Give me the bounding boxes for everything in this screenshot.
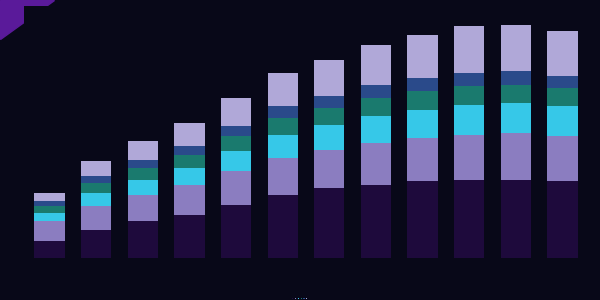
Bar (407, 78, 437, 91)
Bar (407, 181, 437, 258)
Bar (547, 31, 578, 76)
Bar (175, 123, 205, 146)
Polygon shape (0, 0, 54, 39)
Bar (221, 98, 251, 126)
Bar (221, 126, 251, 136)
Bar (500, 133, 531, 180)
Bar (500, 71, 531, 85)
Bar (314, 108, 344, 125)
Bar (268, 135, 298, 158)
Bar (128, 141, 158, 160)
Bar (175, 155, 205, 168)
Bar (407, 91, 437, 110)
Bar (454, 135, 484, 180)
Bar (361, 185, 391, 258)
Bar (221, 151, 251, 171)
Bar (547, 181, 578, 258)
Bar (500, 180, 531, 258)
Bar (128, 195, 158, 221)
Bar (221, 205, 251, 258)
Bar (454, 86, 484, 105)
Bar (34, 193, 65, 201)
Bar (128, 168, 158, 180)
Bar (175, 168, 205, 185)
Bar (221, 171, 251, 205)
Bar (128, 221, 158, 258)
Bar (500, 85, 531, 103)
Bar (547, 106, 578, 136)
Bar (221, 136, 251, 151)
Bar (454, 26, 484, 73)
Bar (34, 221, 65, 241)
Bar (175, 185, 205, 215)
Bar (34, 213, 65, 221)
Bar (361, 45, 391, 85)
Bar (81, 193, 112, 206)
Bar (128, 160, 158, 168)
Bar (175, 215, 205, 258)
Bar (268, 73, 298, 106)
Legend: , , , , , : , , , , , (292, 298, 308, 299)
Bar (314, 60, 344, 96)
Bar (500, 103, 531, 133)
Bar (34, 201, 65, 206)
Bar (268, 118, 298, 135)
Bar (81, 176, 112, 183)
Bar (454, 73, 484, 86)
Bar (547, 76, 578, 88)
Text: U.S. ankylosing spondylitis market size, by drug, 2016 - 2027 (USD Billion): U.S. ankylosing spondylitis market size,… (118, 16, 482, 26)
Bar (81, 161, 112, 176)
Bar (34, 206, 65, 213)
Bar (268, 158, 298, 195)
Bar (81, 183, 112, 193)
Bar (268, 195, 298, 258)
Bar (314, 150, 344, 188)
Bar (34, 241, 65, 258)
Bar (175, 146, 205, 155)
Bar (81, 230, 112, 258)
Bar (361, 143, 391, 185)
Bar (407, 35, 437, 78)
Bar (407, 138, 437, 181)
Bar (81, 206, 112, 230)
Bar (500, 25, 531, 71)
Bar (314, 125, 344, 150)
Bar (314, 188, 344, 258)
Bar (454, 180, 484, 258)
Bar (407, 110, 437, 138)
Bar (454, 105, 484, 135)
Bar (268, 106, 298, 118)
Bar (314, 96, 344, 108)
Bar (547, 136, 578, 181)
Bar (361, 116, 391, 143)
Bar (547, 88, 578, 106)
Bar (361, 98, 391, 116)
Bar (361, 85, 391, 98)
Bar (128, 180, 158, 195)
